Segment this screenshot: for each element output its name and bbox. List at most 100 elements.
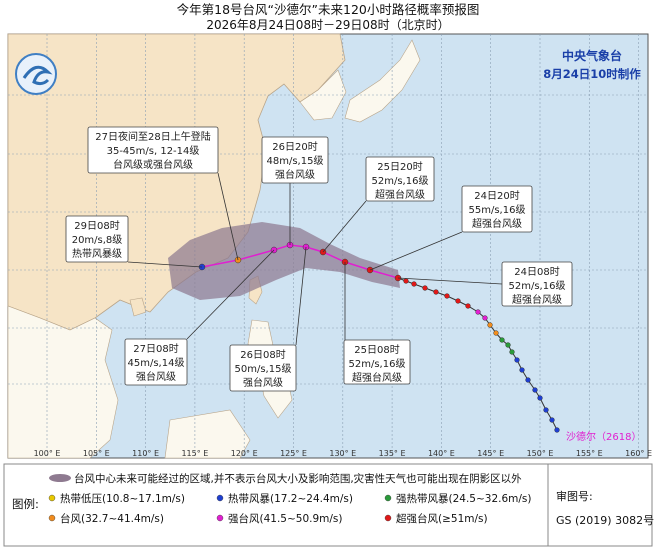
legend-box [3,463,653,547]
legend-label: 台风(32.7~41.4m/s) [60,512,164,525]
longitude-label: 135° E [379,449,406,458]
past-point [519,367,525,373]
graticule: 100° E 105° E 110° E 115° E 120° E 125° E 130°… [8,34,652,458]
callout-text: 55m/s,16级 [469,204,526,216]
longitude-label: 100° E [34,449,61,458]
callout-text: 强台风级 [136,370,176,383]
logo-mark [22,65,53,86]
approval-number: GS (2019) 3082号 [556,514,654,527]
callout-text: 超强台风级 [352,371,402,384]
callout-leader [186,249,275,340]
callout-leader [295,246,307,346]
legend-label: 热带风暴(17.2~24.4m/s) [228,492,353,505]
longitude-label: 120° E [231,449,258,458]
callout-text: 52m/s,16级 [372,175,429,187]
agency-name: 中央气象台 [562,48,622,63]
longitude-label: 110° E [132,449,159,458]
callout-text: 强台风级 [275,168,315,181]
past-point [455,298,461,304]
callout-leader [397,277,503,285]
past-point [514,357,520,363]
legend-dot [216,514,224,522]
longitude-label: 105° E [83,449,110,458]
legend-label: 强台风(41.5~50.9m/s) [228,512,343,525]
legend-label: 超强台风(≥51m/s) [396,512,488,525]
callout-box [87,126,219,174]
callout-text: 52m/s,16级 [349,358,406,370]
callout-box [229,344,297,392]
callout-box [124,338,188,386]
callout-box [461,185,533,233]
past-point [403,278,409,284]
past-point [543,407,549,413]
callout-text: 超强台风级 [512,293,562,306]
legend-dot [48,494,56,502]
legend-dot [384,494,392,502]
callout-text: 超强台风级 [472,217,522,230]
callout-text: 45m/s,14级 [128,357,185,369]
past-point [465,303,471,309]
legend-label: 强热带风暴(24.5~32.6m/s) [396,492,532,505]
legend-area-note: 台风中心未来可能经过的区域,并不表示台风大小及影响范围,灾害性天气也可能出现在阴… [74,472,522,485]
callout-text: 50m/s,15级 [235,363,292,375]
longitude-label: 125° E [280,449,307,458]
callout-text: 24日08时 [514,266,559,278]
callout-box [343,339,411,385]
past-point [532,387,538,393]
past-point [549,417,555,423]
logo [15,53,57,95]
callout-text: 25日20时 [377,161,422,173]
past-point [444,293,450,299]
past-point [509,349,515,355]
longitude-label: 140° E [428,449,455,458]
past-point [525,377,531,383]
callout-box [261,136,329,184]
past-point [433,289,439,295]
callout-text: 25日08时 [354,344,399,356]
callout-text: 26日20时 [272,141,317,153]
callout-text: 48m/s,15级 [267,155,324,167]
callout-text: 27日08时 [133,343,178,355]
legend-dot [216,494,224,502]
callout-text: 热带风暴级 [72,247,122,260]
callout-leader [217,172,239,261]
longitude-label: 160° E [625,449,652,458]
past-point [499,337,505,343]
past-point [487,322,493,328]
past-point [482,315,488,321]
callout-text: 20m/s,8级 [72,234,123,246]
callout-text: 52m/s,16级 [509,280,566,292]
probability-cone [168,222,400,300]
callout-leader [369,231,463,271]
callout-box [365,156,435,202]
callout-text: 台风级或强台风级 [113,158,193,171]
longitude-label: 145° E [477,449,504,458]
legend-dot [48,514,56,522]
past-point [505,342,511,348]
legend-title: 图例: [12,497,39,511]
callout-text: 29日08时 [74,220,119,232]
legend-items: 热带低压(10.8~17.1m/s) 热带风暴(17.2~24.4m/s) 强热带风… [48,492,532,525]
title: 今年第18号台风“沙德尔”未来120小时路径概率预报图 [177,2,480,17]
callout-text: 超强台风级 [375,188,425,201]
longitude-label: 155° E [576,449,603,458]
callout-text: 24日20时 [474,190,519,202]
legend-cone [49,474,71,482]
past-point [422,285,428,291]
callout-box [501,261,573,307]
callout-leader [127,261,203,268]
approval-label: 审图号: [556,489,593,503]
past-point [554,427,560,433]
past-point [493,330,499,336]
longitude-label: 115° E [181,449,208,458]
callout-text: 强台风级 [243,376,283,389]
storm-label: 沙德尔（2618） [566,430,641,443]
longitude-label: 130° E [329,449,356,458]
callout-leader [322,200,367,253]
legend-label: 热带低压(10.8~17.1m/s) [60,492,185,505]
subtitle: 2026年8月24日08时－29日08时（北京时） [206,18,449,32]
callout-text: 35-45m/s, 12-14级 [107,145,200,157]
